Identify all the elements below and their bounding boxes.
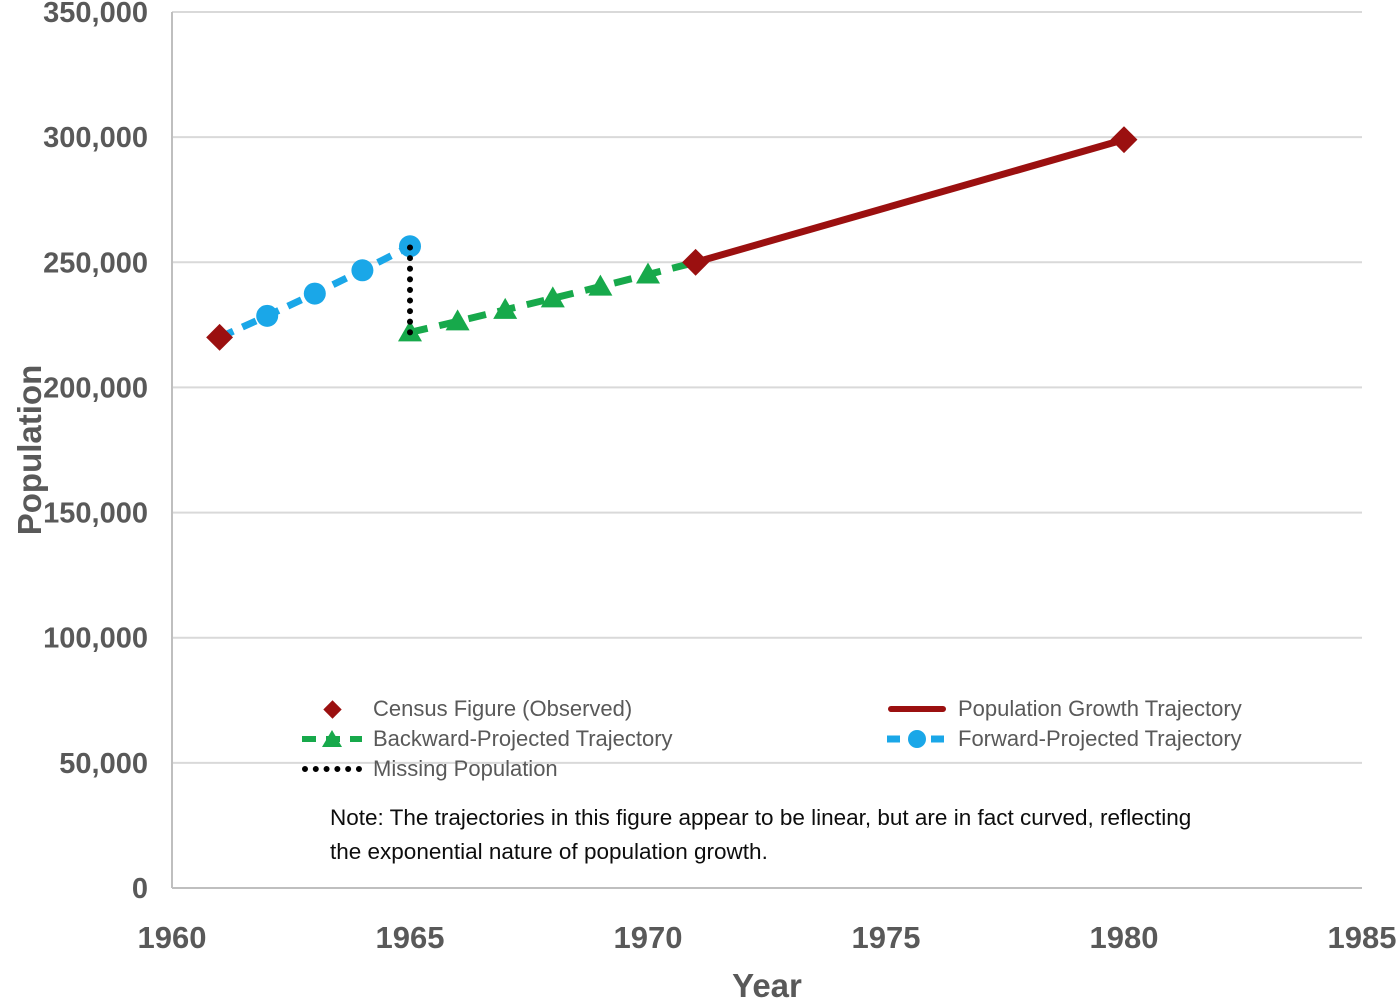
legend-item-growth-trajectory: Population Growth Trajectory [885,696,1242,722]
data-point-triangle [636,262,660,284]
legend-item-forward-projected: Forward-Projected Trajectory [885,726,1242,752]
note-line-1: Note: The trajectories in this figure ap… [330,805,1192,830]
series-backward-projected-trajectory [398,258,697,342]
y-tick-label: 150,000 [43,498,148,530]
legend-item-missing-population: Missing Population [300,756,885,782]
growth-line-icon [885,706,949,712]
series-census-figure-observed [206,126,1138,351]
y-tick-label: 0 [132,873,148,905]
legend-label: Census Figure (Observed) [373,696,633,721]
data-point-triangle [493,297,518,319]
legend-label: Missing Population [373,756,558,781]
y-tick-label: 300,000 [43,122,148,154]
x-tick-label: 1985 [1328,920,1397,955]
data-point-diamond [206,323,234,351]
backward-dash-triangle-icon [300,728,364,750]
legend-label: Population Growth Trajectory [958,696,1242,721]
data-point-triangle [540,286,565,308]
chart-note: Note: The trajectories in this figure ap… [330,801,1191,869]
dotted-line-icon [300,766,364,772]
y-tick-label: 350,000 [43,0,148,29]
legend-item-census: Census Figure (Observed) [300,696,885,722]
y-tick-label: 50,000 [59,748,148,780]
x-tick-label: 1960 [138,920,207,955]
data-point-triangle [445,309,470,331]
y-tick-label: 100,000 [43,623,148,655]
legend-label: Backward-Projected Trajectory [373,726,673,751]
y-tick-label: 250,000 [43,247,148,279]
x-tick-label: 1975 [852,920,921,955]
data-point-diamond [1110,126,1138,154]
forward-dash-circle-icon [885,728,949,750]
series-forward-projected-trajectory [218,235,421,341]
data-point-circle [351,259,374,282]
legend-label: Forward-Projected Trajectory [958,726,1242,751]
y-axis-title: Population [11,364,48,536]
legend-item-backward-projected: Backward-Projected Trajectory [300,726,885,752]
data-point-diamond [682,248,710,276]
note-line-2: the exponential nature of population gro… [330,839,768,864]
y-tick-label: 200,000 [43,372,148,404]
data-point-circle [256,304,279,327]
x-tick-label: 1965 [376,920,445,955]
series-population-growth-trajectory [694,136,1125,266]
x-tick-label: 1970 [614,920,683,955]
legend: Census Figure (Observed) Population Grow… [300,694,1242,784]
x-tick-label: 1980 [1090,920,1159,955]
data-point-circle [303,282,326,305]
data-point-triangle [588,274,613,296]
x-axis-title: Year [732,967,802,1004]
census-diamond-icon [300,699,364,719]
